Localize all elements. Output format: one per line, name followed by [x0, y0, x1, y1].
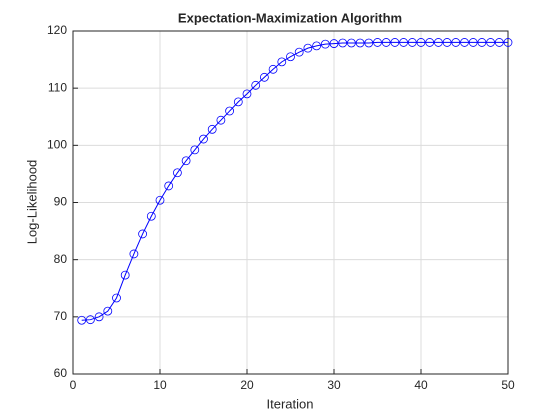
data-point	[390, 38, 400, 47]
data-point	[460, 38, 469, 47]
data-point	[381, 38, 391, 47]
y-axis-label: Log-Likelihood	[24, 160, 39, 245]
data-point	[94, 312, 104, 322]
y-tick-label: 60	[54, 366, 68, 380]
data-point	[77, 315, 87, 325]
data-point	[138, 229, 148, 239]
data-point	[451, 38, 461, 47]
data-point	[294, 47, 304, 57]
data-point	[103, 306, 113, 316]
y-tick-label: 80	[54, 252, 68, 266]
data-point	[486, 38, 496, 47]
data-point	[355, 38, 365, 48]
y-tick-label: 70	[54, 309, 68, 323]
data-point	[320, 39, 330, 49]
data-point	[129, 249, 139, 259]
plot-frame	[72, 30, 509, 375]
data-point	[442, 38, 452, 47]
x-tick-label: 40	[414, 378, 428, 392]
data-point	[468, 38, 478, 47]
y-tick-label: 120	[47, 23, 67, 37]
x-tick-label: 0	[70, 378, 77, 392]
data-point	[433, 38, 443, 47]
data-point	[164, 181, 174, 191]
data-point	[259, 72, 269, 82]
data-point	[399, 38, 409, 47]
x-tick-label: 30	[327, 378, 341, 392]
y-tick-label: 100	[47, 138, 67, 152]
data-point	[425, 38, 435, 47]
data-point	[112, 293, 121, 303]
data-point	[286, 52, 295, 62]
data-point	[268, 64, 278, 74]
y-tick-label: 90	[54, 195, 68, 209]
data-point	[146, 211, 156, 221]
data-point	[190, 145, 200, 155]
data-point	[303, 43, 313, 53]
y-tick-label: 110	[48, 80, 67, 94]
data-point	[503, 38, 513, 47]
data-point	[233, 97, 243, 107]
data-point	[120, 270, 130, 280]
data-line	[81, 41, 508, 321]
data-point	[225, 106, 235, 116]
data-point	[181, 156, 191, 166]
data-point	[86, 315, 95, 325]
data-point	[364, 38, 374, 48]
data-point	[312, 41, 322, 51]
data-point	[477, 38, 487, 47]
data-point	[277, 57, 287, 67]
data-point	[494, 38, 504, 47]
data-point	[242, 89, 252, 99]
data-point	[373, 38, 382, 47]
data-point	[346, 38, 356, 48]
x-tick-label: 50	[501, 378, 515, 392]
chart-title: Expectation-Maximization Algorithm	[178, 10, 402, 25]
data-point	[199, 134, 208, 144]
data-point	[338, 38, 348, 48]
x-tick-label: 20	[240, 378, 254, 392]
data-point	[251, 80, 261, 90]
data-point	[416, 38, 426, 47]
x-tick-label: 10	[153, 378, 167, 392]
data-point	[172, 168, 182, 178]
data-point	[329, 39, 339, 48]
x-axis-label: Iteration	[267, 396, 314, 411]
data-point	[216, 115, 226, 125]
data-point	[207, 124, 217, 134]
data-point	[155, 195, 165, 205]
data-point	[407, 38, 417, 47]
